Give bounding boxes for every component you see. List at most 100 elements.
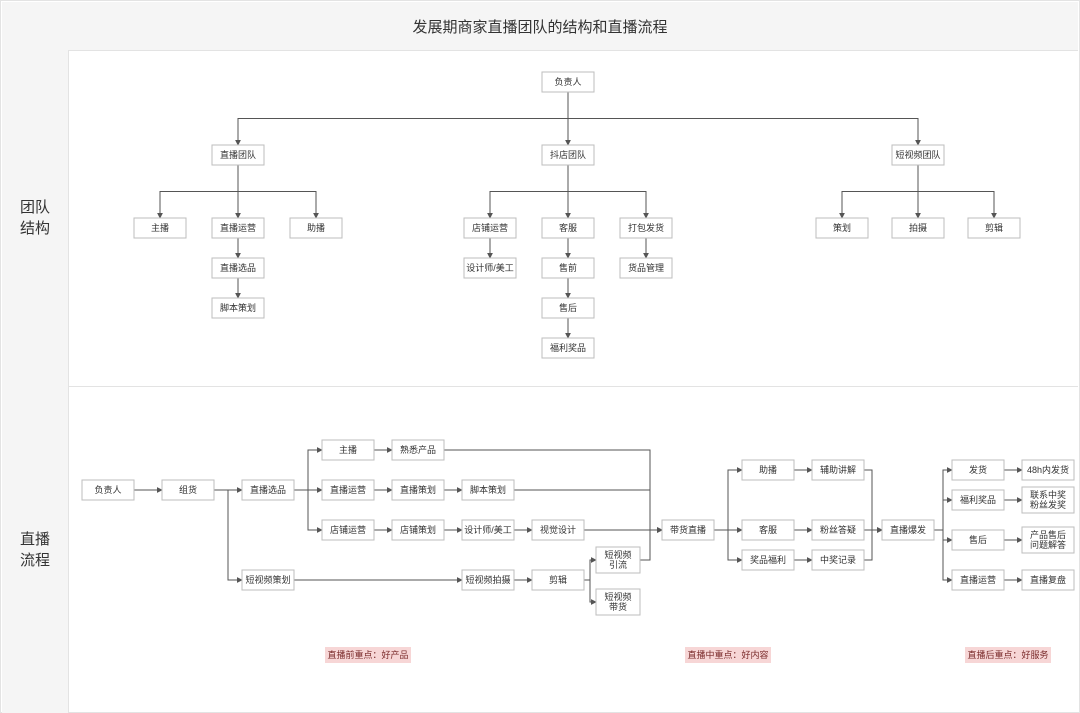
node-t1b: 直播运营 bbox=[212, 218, 264, 238]
node-label: 打包发货 bbox=[628, 222, 664, 233]
node-label: 店铺运营 bbox=[330, 524, 366, 535]
node-t2c: 打包发货 bbox=[620, 218, 672, 238]
node-p_dpch: 店铺策划 bbox=[392, 520, 444, 540]
node-p_yy: 直播运营 bbox=[322, 480, 374, 500]
node-label: 问题解答 bbox=[1030, 539, 1066, 550]
node-label: 剪辑 bbox=[549, 574, 567, 585]
node-p_dp: 店铺运营 bbox=[322, 520, 374, 540]
node-p_fh: 发货 bbox=[952, 460, 1004, 480]
node-t2a1: 设计师/美工 bbox=[464, 258, 516, 278]
node-label: 设计师/美工 bbox=[466, 262, 514, 273]
node-p_fzjj: 辅助讲解 bbox=[812, 460, 864, 480]
node-t3: 短视频团队 bbox=[892, 145, 944, 165]
node-p_zbyy2: 直播运营 bbox=[952, 570, 1004, 590]
node-t1c: 助播 bbox=[290, 218, 342, 238]
node-t2b1: 售前 bbox=[542, 258, 594, 278]
node-label: 48h内发货 bbox=[1027, 464, 1069, 475]
node-p_cpsh: 产品售后问题解答 bbox=[1022, 527, 1074, 553]
node-label: 直播运营 bbox=[220, 222, 256, 233]
node-p_fz: 负责人 bbox=[82, 480, 134, 500]
node-p_zb: 主播 bbox=[322, 440, 374, 460]
node-label: 粉丝答疑 bbox=[820, 524, 856, 535]
node-p_jj: 剪辑 bbox=[532, 570, 584, 590]
node-p_svp: 短视频拍摄 bbox=[462, 570, 514, 590]
node-label: 助播 bbox=[759, 464, 777, 475]
node-label: 短视频 bbox=[604, 591, 631, 602]
node-label: 负责人 bbox=[554, 76, 581, 87]
node-p_fsdy: 粉丝答疑 bbox=[812, 520, 864, 540]
node-label: 售后 bbox=[559, 302, 577, 313]
node-p_svc: 短视频策划 bbox=[242, 570, 294, 590]
node-label: 直播策划 bbox=[400, 484, 436, 495]
callout-0: 直播前重点：好产品 bbox=[325, 647, 411, 663]
node-t1b1: 直播选品 bbox=[212, 258, 264, 278]
node-label: 设计师/美工 bbox=[464, 524, 512, 535]
node-t2b2: 售后 bbox=[542, 298, 594, 318]
node-p_svdh: 短视频带货 bbox=[596, 589, 640, 615]
node-label: 主播 bbox=[339, 444, 357, 455]
node-t1b2: 脚本策划 bbox=[212, 298, 264, 318]
node-label: 直播选品 bbox=[250, 484, 286, 495]
node-label: 剪辑 bbox=[985, 222, 1003, 233]
node-p_sxcp: 熟悉产品 bbox=[392, 440, 444, 460]
node-label: 熟悉产品 bbox=[400, 444, 436, 455]
node-label: 中奖记录 bbox=[820, 554, 856, 565]
node-t1a: 主播 bbox=[134, 218, 186, 238]
node-label: 脚本策划 bbox=[470, 484, 506, 495]
svg-text:直播中重点：好内容: 直播中重点：好内容 bbox=[687, 649, 768, 660]
node-p_xp: 直播选品 bbox=[242, 480, 294, 500]
node-t3b: 拍摄 bbox=[892, 218, 944, 238]
node-label: 店铺策划 bbox=[400, 524, 436, 535]
node-label: 辅助讲解 bbox=[820, 464, 856, 475]
node-label: 抖店团队 bbox=[550, 149, 586, 160]
callout-1: 直播中重点：好内容 bbox=[685, 647, 771, 663]
svg-text:直播后重点：好服务: 直播后重点：好服务 bbox=[967, 649, 1048, 660]
section-label-team: 团队 结构 bbox=[2, 50, 69, 387]
diagram-canvas: 负责人直播团队抖店团队短视频团队主播直播运营助播直播选品脚本策划店铺运营客服打包… bbox=[68, 50, 1080, 713]
node-p_zjjl: 中奖记录 bbox=[812, 550, 864, 570]
node-p_svyl: 短视频引流 bbox=[596, 547, 640, 573]
node-label: 客服 bbox=[559, 222, 577, 233]
node-p_sjsj: 视觉设计 bbox=[532, 520, 584, 540]
node-t1: 直播团队 bbox=[212, 145, 264, 165]
node-p_sjmg: 设计师/美工 bbox=[462, 520, 514, 540]
node-label: 货品管理 bbox=[628, 262, 664, 273]
node-p_kf: 客服 bbox=[742, 520, 794, 540]
node-p_48h: 48h内发货 bbox=[1022, 460, 1074, 480]
node-label: 直播选品 bbox=[220, 262, 256, 273]
node-label: 负责人 bbox=[94, 484, 121, 495]
node-t2b3: 福利奖品 bbox=[542, 338, 594, 358]
node-label: 组货 bbox=[179, 484, 197, 495]
node-label: 直播运营 bbox=[330, 484, 366, 495]
node-p_dhzb: 带货直播 bbox=[662, 520, 714, 540]
node-label: 发货 bbox=[969, 464, 987, 475]
node-t2b: 客服 bbox=[542, 218, 594, 238]
node-root: 负责人 bbox=[542, 72, 594, 92]
node-label: 产品售后 bbox=[1030, 529, 1066, 540]
node-label: 短视频 bbox=[604, 549, 631, 560]
node-p_sh: 售后 bbox=[952, 530, 1004, 550]
node-label: 福利奖品 bbox=[960, 494, 996, 505]
node-label: 售后 bbox=[969, 534, 987, 545]
node-label: 奖品福利 bbox=[750, 554, 786, 565]
node-label: 售前 bbox=[559, 262, 577, 273]
node-label: 客服 bbox=[759, 524, 777, 535]
node-label: 短视频团队 bbox=[895, 149, 940, 160]
node-t2a: 店铺运营 bbox=[464, 218, 516, 238]
node-label: 带货直播 bbox=[670, 524, 706, 535]
node-p_zbfp: 直播复盘 bbox=[1022, 570, 1074, 590]
node-label: 短视频策划 bbox=[245, 574, 290, 585]
node-p_jpfl: 奖品福利 bbox=[742, 550, 794, 570]
node-t2: 抖店团队 bbox=[542, 145, 594, 165]
node-label: 策划 bbox=[833, 222, 851, 233]
node-label: 脚本策划 bbox=[220, 302, 256, 313]
node-p_jbch: 脚本策划 bbox=[462, 480, 514, 500]
node-label: 带货 bbox=[609, 601, 627, 612]
node-label: 联系中奖 bbox=[1030, 489, 1066, 500]
node-label: 短视频拍摄 bbox=[465, 574, 510, 585]
section-label-flow: 直播 流程 bbox=[2, 386, 69, 713]
node-label: 直播复盘 bbox=[1030, 574, 1066, 585]
node-label: 店铺运营 bbox=[472, 222, 508, 233]
node-p_zbz: 助播 bbox=[742, 460, 794, 480]
node-label: 粉丝发奖 bbox=[1030, 499, 1066, 510]
